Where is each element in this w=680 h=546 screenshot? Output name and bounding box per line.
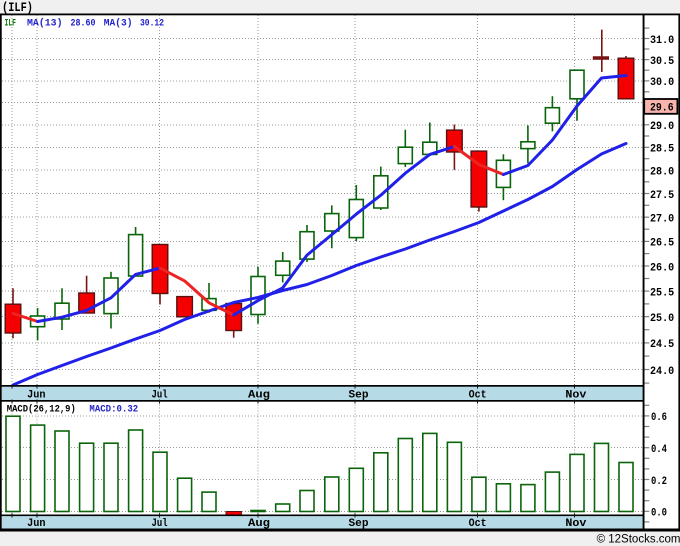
svg-text:ILF: ILF <box>5 17 17 29</box>
svg-text:28.5: 28.5 <box>650 144 675 156</box>
svg-text:MACD(26,12,9): MACD(26,12,9) <box>7 403 76 415</box>
svg-text:Aug: Aug <box>248 390 270 402</box>
svg-text:Oct: Oct <box>469 518 487 530</box>
svg-text:26.0: 26.0 <box>650 262 674 274</box>
svg-text:Nov: Nov <box>565 518 586 530</box>
svg-text:Sep: Sep <box>349 390 369 402</box>
svg-text:0.2: 0.2 <box>651 476 667 488</box>
svg-text:© 12Stocks.com: © 12Stocks.com <box>597 534 680 546</box>
svg-text:Oct: Oct <box>469 390 487 402</box>
svg-text:28.60: 28.60 <box>71 17 96 29</box>
svg-text:25.5: 25.5 <box>650 287 675 299</box>
svg-text:27.0: 27.0 <box>650 214 674 226</box>
svg-text:Nov: Nov <box>565 390 586 402</box>
svg-text:(ILF): (ILF) <box>2 0 33 15</box>
svg-text:28.0: 28.0 <box>650 167 674 179</box>
svg-text:0.0: 0.0 <box>651 508 667 520</box>
svg-text:MA(3): MA(3) <box>104 17 133 29</box>
svg-text:29.0: 29.0 <box>650 121 674 133</box>
svg-text:Sep: Sep <box>349 518 369 530</box>
svg-text:Aug: Aug <box>248 518 270 530</box>
svg-text:0.4: 0.4 <box>651 444 667 456</box>
svg-text:0.6: 0.6 <box>651 412 667 424</box>
svg-text:Jul: Jul <box>152 518 168 530</box>
svg-text:MA(13): MA(13) <box>27 17 63 29</box>
svg-text:Jul: Jul <box>152 390 168 402</box>
svg-text:29.6: 29.6 <box>650 103 674 115</box>
svg-text:24.5: 24.5 <box>650 339 675 351</box>
svg-text:27.5: 27.5 <box>650 190 675 202</box>
svg-text:26.5: 26.5 <box>650 238 675 250</box>
svg-text:30.5: 30.5 <box>650 56 675 68</box>
svg-text:30.0: 30.0 <box>650 77 674 89</box>
svg-text:MACD:0.32: MACD:0.32 <box>89 404 138 415</box>
svg-text:31.0: 31.0 <box>650 35 674 47</box>
svg-text:Jun: Jun <box>27 518 45 530</box>
svg-text:Jun: Jun <box>27 390 45 402</box>
svg-text:30.12: 30.12 <box>140 17 164 29</box>
svg-text:25.0: 25.0 <box>650 313 674 325</box>
svg-text:24.0: 24.0 <box>650 366 674 378</box>
